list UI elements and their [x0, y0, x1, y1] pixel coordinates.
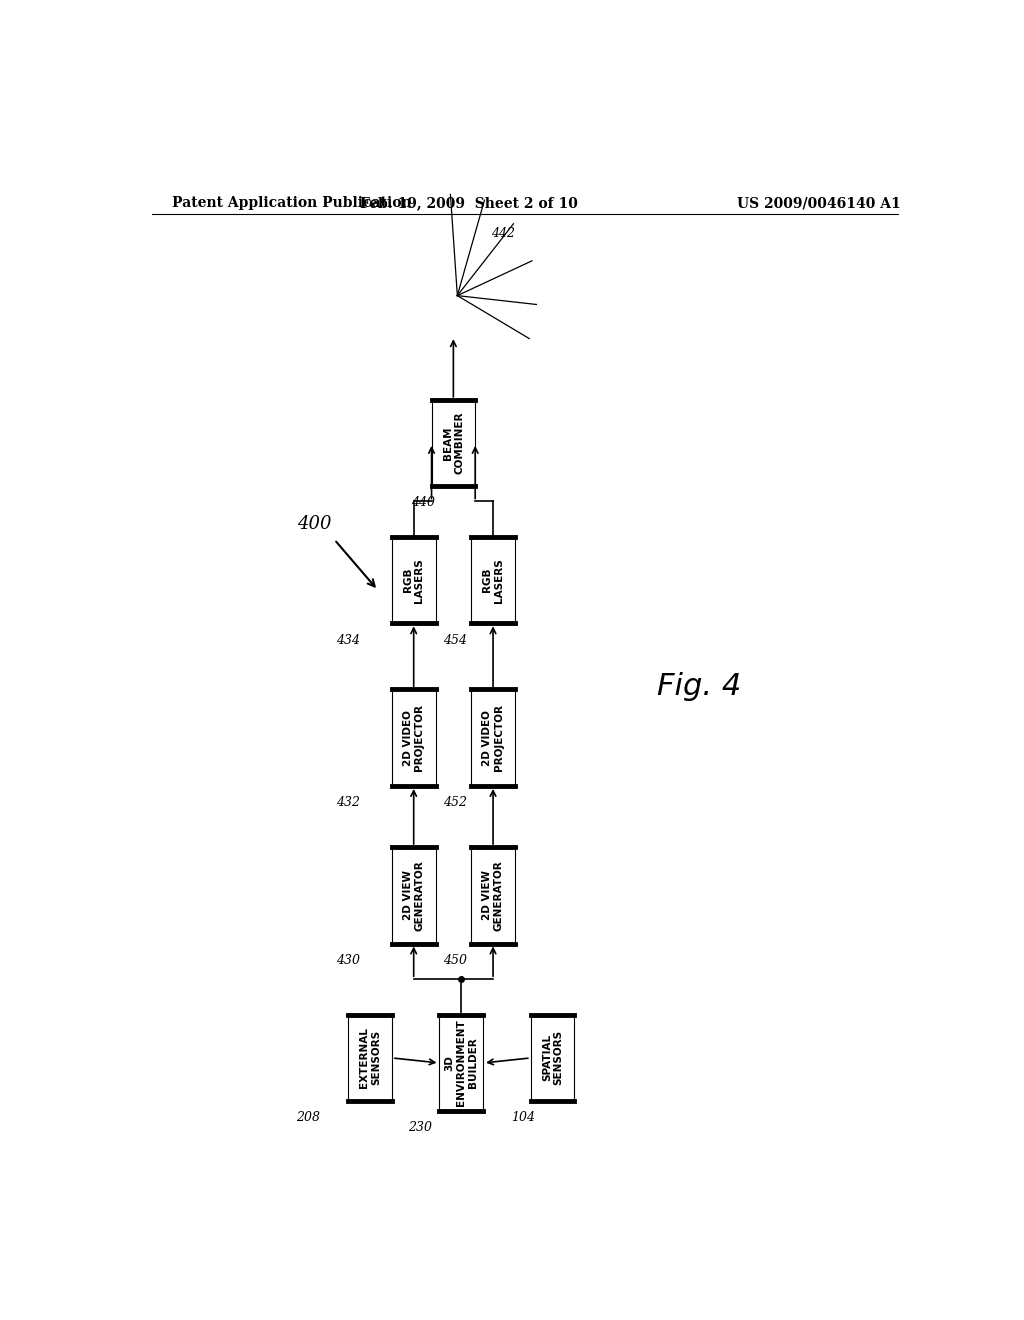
- Bar: [987, 789, 1024, 840]
- Text: 2D VIDEO
PROJECTOR: 2D VIDEO PROJECTOR: [482, 705, 504, 771]
- Text: Fig. 4: Fig. 4: [657, 672, 741, 701]
- Text: 452: 452: [443, 796, 467, 809]
- Text: RGB
LASERS: RGB LASERS: [482, 558, 504, 603]
- Text: BEAM
COMBINER: BEAM COMBINER: [442, 412, 464, 474]
- Text: 208: 208: [297, 1111, 321, 1125]
- Text: 434: 434: [336, 634, 360, 647]
- Text: EXTERNAL
SENSORS: EXTERNAL SENSORS: [359, 1027, 381, 1089]
- Bar: [392, 847, 435, 944]
- Text: 2D VIDEO
PROJECTOR: 2D VIDEO PROJECTOR: [402, 705, 425, 771]
- Text: 442: 442: [492, 227, 515, 240]
- Bar: [471, 537, 515, 623]
- Text: SPATIAL
SENSORS: SPATIAL SENSORS: [542, 1031, 563, 1085]
- Bar: [471, 847, 515, 944]
- Text: 104: 104: [511, 1111, 535, 1125]
- Bar: [348, 1015, 392, 1101]
- Text: 450: 450: [443, 954, 467, 966]
- Text: RGB
LASERS: RGB LASERS: [402, 558, 425, 603]
- Bar: [530, 1015, 574, 1101]
- Bar: [439, 1015, 483, 1111]
- Text: 430: 430: [336, 954, 360, 966]
- Bar: [392, 689, 435, 785]
- Text: 454: 454: [443, 634, 467, 647]
- Text: 432: 432: [336, 796, 360, 809]
- Text: US 2009/0046140 A1: US 2009/0046140 A1: [736, 197, 900, 210]
- Text: Patent Application Publication: Patent Application Publication: [172, 197, 412, 210]
- Text: Feb. 19, 2009  Sheet 2 of 10: Feb. 19, 2009 Sheet 2 of 10: [360, 197, 579, 210]
- Bar: [431, 400, 475, 486]
- Bar: [392, 537, 435, 623]
- Text: 440: 440: [412, 496, 435, 510]
- Text: 400: 400: [297, 515, 332, 533]
- Text: 230: 230: [408, 1122, 431, 1134]
- Bar: [471, 689, 515, 785]
- Text: 2D VIEW
GENERATOR: 2D VIEW GENERATOR: [402, 859, 425, 931]
- Text: 2D VIEW
GENERATOR: 2D VIEW GENERATOR: [482, 859, 504, 931]
- Text: 3D
ENVIRONMENT
BUILDER: 3D ENVIRONMENT BUILDER: [444, 1019, 478, 1106]
